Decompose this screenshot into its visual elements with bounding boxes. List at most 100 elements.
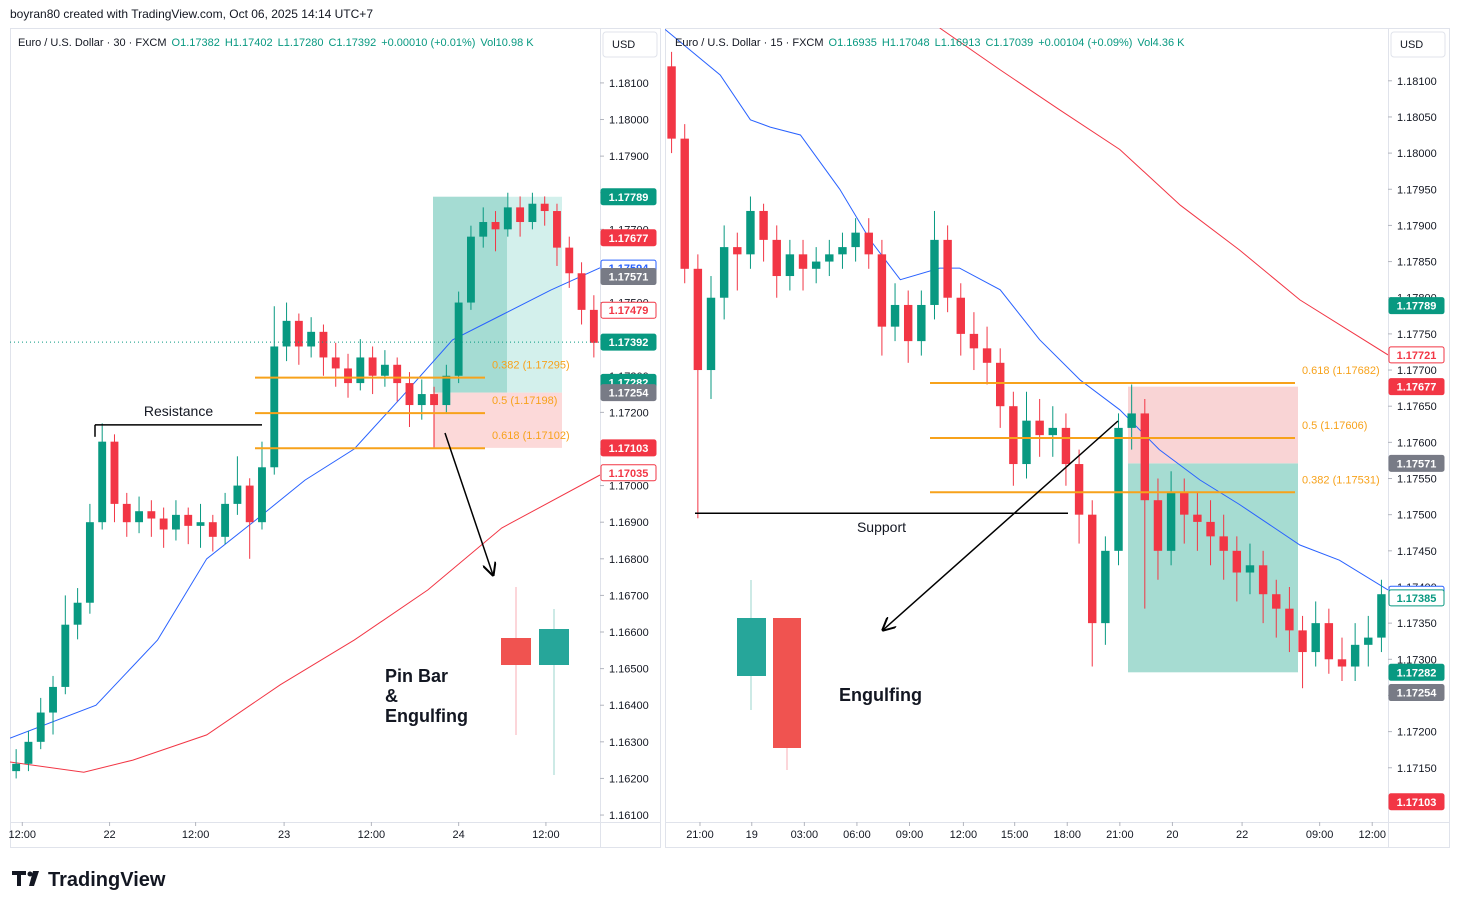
candle-body (1074, 464, 1084, 515)
price-label: 1.17721 (1397, 350, 1437, 362)
x-tick-label: 12:00 (950, 829, 978, 841)
candle-body (85, 522, 94, 603)
candle-body (1127, 413, 1136, 428)
price-label-box (1388, 378, 1445, 396)
candle-body (233, 485, 242, 504)
price-label-box (1388, 454, 1445, 472)
candle-body (917, 304, 926, 342)
price-label-box (600, 268, 657, 286)
candle-body (772, 239, 781, 277)
y-tick-label: 1.18000 (609, 115, 649, 127)
y-tick-label: 1.17650 (1397, 401, 1437, 413)
price-label: 1.17254 (609, 388, 650, 400)
y-tick-label: 1.17200 (609, 407, 649, 419)
candle-body (135, 511, 143, 523)
candle-body (706, 297, 716, 371)
candle-body (1166, 492, 1176, 551)
candle-body (516, 207, 525, 223)
candle-body (159, 518, 168, 530)
candle-body (982, 348, 992, 363)
candle-body (1232, 550, 1242, 573)
position-profit-zone (1128, 463, 1298, 673)
candle-body (1285, 608, 1294, 631)
y-tick-label: 1.18000 (1397, 148, 1437, 160)
y-tick-label: 1.16900 (609, 517, 649, 529)
candle-body (864, 232, 873, 255)
candle-body (479, 222, 488, 237)
y-tick-label: 1.16100 (609, 810, 649, 822)
candle-body (405, 383, 414, 406)
price-label: 1.17789 (1397, 301, 1437, 313)
position-loss-zone (1128, 386, 1298, 464)
candle-body (1364, 637, 1373, 645)
x-tick-label: 15:00 (1001, 829, 1029, 841)
symbol-title: Euro / U.S. Dollar · 30 · FXCM (18, 37, 167, 49)
y-tick-label: 1.16300 (609, 737, 649, 749)
price-label: 1.17385 (1397, 593, 1437, 605)
chart-right: 1.171501.172001.172501.173001.173501.174… (665, 28, 1446, 841)
y-tick-label: 1.16200 (609, 773, 649, 785)
price-label-box (600, 229, 657, 247)
candle-body (282, 320, 291, 347)
x-tick-label: 09:00 (1306, 829, 1334, 841)
candle-body (903, 304, 913, 342)
candle-body (356, 357, 365, 384)
candle-body (196, 522, 205, 526)
candle-body (454, 302, 463, 376)
candle-body (1035, 420, 1044, 436)
annotation: Engulfing (385, 706, 468, 726)
candle-body (393, 364, 402, 384)
candle-body (811, 261, 821, 269)
y-tick-label: 1.17900 (1397, 220, 1437, 232)
candle-body (61, 624, 70, 687)
candle-body (380, 364, 389, 376)
header: boyran80 created with TradingView.com, O… (10, 7, 373, 21)
candle-body (733, 247, 742, 255)
price-label: 1.17571 (609, 272, 649, 284)
level-label: Support (857, 519, 906, 535)
moving-average (10, 474, 600, 773)
symbol-title: Euro / U.S. Dollar · 15 · FXCM (675, 37, 824, 49)
x-tick-label: 20 (1166, 829, 1178, 841)
candle-body (208, 522, 217, 537)
price-label-box (600, 384, 657, 402)
x-tick-label: 12:00 (9, 829, 37, 841)
price-label-box (600, 439, 657, 457)
footer-logo (12, 871, 39, 886)
candle-body (1311, 623, 1320, 653)
y-tick-label: 1.16400 (609, 700, 649, 712)
x-tick-label: 21:00 (1106, 829, 1134, 841)
y-tick-label: 1.18100 (1397, 76, 1437, 88)
candle-body (258, 467, 266, 523)
candle-body (943, 239, 952, 298)
y-tick-label: 1.17300 (1397, 654, 1437, 666)
x-tick-label: 12:00 (1358, 829, 1386, 841)
y-tick-label: 1.17500 (1397, 510, 1437, 522)
currency-button[interactable] (602, 31, 658, 58)
y-tick-label: 1.17850 (1397, 257, 1437, 269)
candle-body (110, 441, 119, 504)
fib-label: 0.618 (1.17102) (492, 430, 570, 442)
candle-body (528, 203, 537, 223)
candle-body (877, 254, 887, 327)
x-tick-label: 19 (746, 829, 758, 841)
y-tick-label: 1.17200 (1397, 727, 1437, 739)
x-tick-label: 12:00 (182, 829, 210, 841)
y-tick-label: 1.17450 (1397, 546, 1437, 558)
candle-body (1022, 420, 1031, 465)
candle-body (1337, 659, 1347, 667)
fib-label: 0.5 (1.17606) (1302, 420, 1367, 432)
price-label-box (1388, 793, 1445, 811)
currency-button[interactable] (1390, 31, 1446, 58)
candle-body (1324, 623, 1334, 660)
y-tick-label: 1.16600 (609, 627, 649, 639)
fib-label: 0.382 (1.17531) (1302, 474, 1380, 486)
price-label: 1.17035 (609, 468, 649, 480)
price-label-box (600, 333, 657, 351)
candle-body (36, 712, 45, 742)
x-tick-label: 18:00 (1053, 829, 1081, 841)
illustration (444, 420, 1119, 775)
candle-body (368, 357, 377, 376)
price-label: 1.17103 (1397, 797, 1437, 809)
